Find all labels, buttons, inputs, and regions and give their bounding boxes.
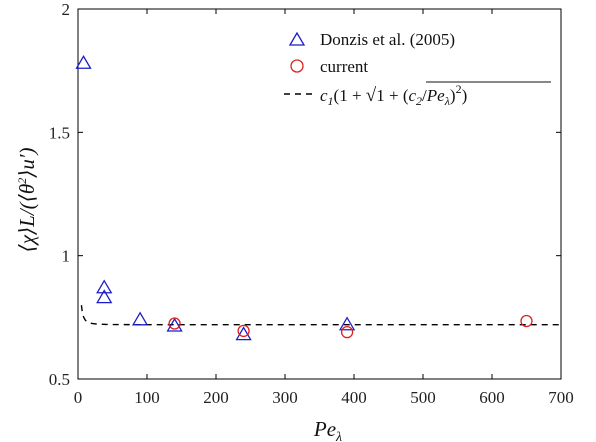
data-point-donzis <box>338 316 356 331</box>
data-point-current <box>340 325 354 339</box>
y-tick-label: 1 <box>62 247 71 266</box>
x-tick-label: 300 <box>272 388 298 407</box>
model-curve <box>80 305 561 326</box>
legend-item-current: current <box>290 57 368 76</box>
data-point-donzis <box>166 317 183 332</box>
legend-label-fit: c1(1 + √1 + (c2/Peλ)2) <box>320 82 467 108</box>
x-tick-label: 0 <box>74 388 83 407</box>
y-tick-label: 0.5 <box>49 370 70 389</box>
legend-label-current: current <box>320 57 368 76</box>
legend-item-donzis: Donzis et al. (2005) <box>288 30 455 49</box>
x-tick-label: 100 <box>134 388 160 407</box>
data-point-donzis <box>131 311 149 326</box>
svg-text:Peλ: Peλ <box>313 417 342 442</box>
y-tick-label: 1.5 <box>49 123 70 142</box>
data-point-current <box>520 314 533 328</box>
legend: Donzis et al. (2005) current c1(1 + √1 +… <box>284 30 551 108</box>
x-tick-label: 600 <box>479 388 505 407</box>
data-point-donzis <box>235 326 252 341</box>
x-axis-label: Peλ <box>313 417 342 442</box>
data-point-current <box>168 317 181 330</box>
data-point-donzis <box>75 54 92 69</box>
svg-text:⟨χ⟩L/(⟨θ2⟩u′): ⟨χ⟩L/(⟨θ2⟩u′) <box>15 148 39 253</box>
plot-frame <box>77 8 562 380</box>
x-tick-label: 700 <box>548 388 574 407</box>
legend-label-donzis: Donzis et al. (2005) <box>320 30 455 49</box>
y-tick-label: 2 <box>62 0 71 19</box>
x-tick-label: 200 <box>203 388 229 407</box>
data-point-donzis <box>96 279 113 294</box>
data-point-current <box>237 324 250 338</box>
plot-area: 0 100 200 300 400 500 600 700 0.5 1 1.5 2 <box>49 0 574 407</box>
y-axis-label: ⟨χ⟩L/(⟨θ2⟩u′) <box>15 148 39 253</box>
legend-item-fit: c1(1 + √1 + (c2/Peλ)2) <box>284 81 551 108</box>
data-point-donzis <box>96 289 113 304</box>
legend-triangle-marker <box>288 31 306 46</box>
x-tick-label: 500 <box>410 388 436 407</box>
legend-circle-marker <box>290 59 304 73</box>
x-tick-label: 400 <box>341 388 367 407</box>
